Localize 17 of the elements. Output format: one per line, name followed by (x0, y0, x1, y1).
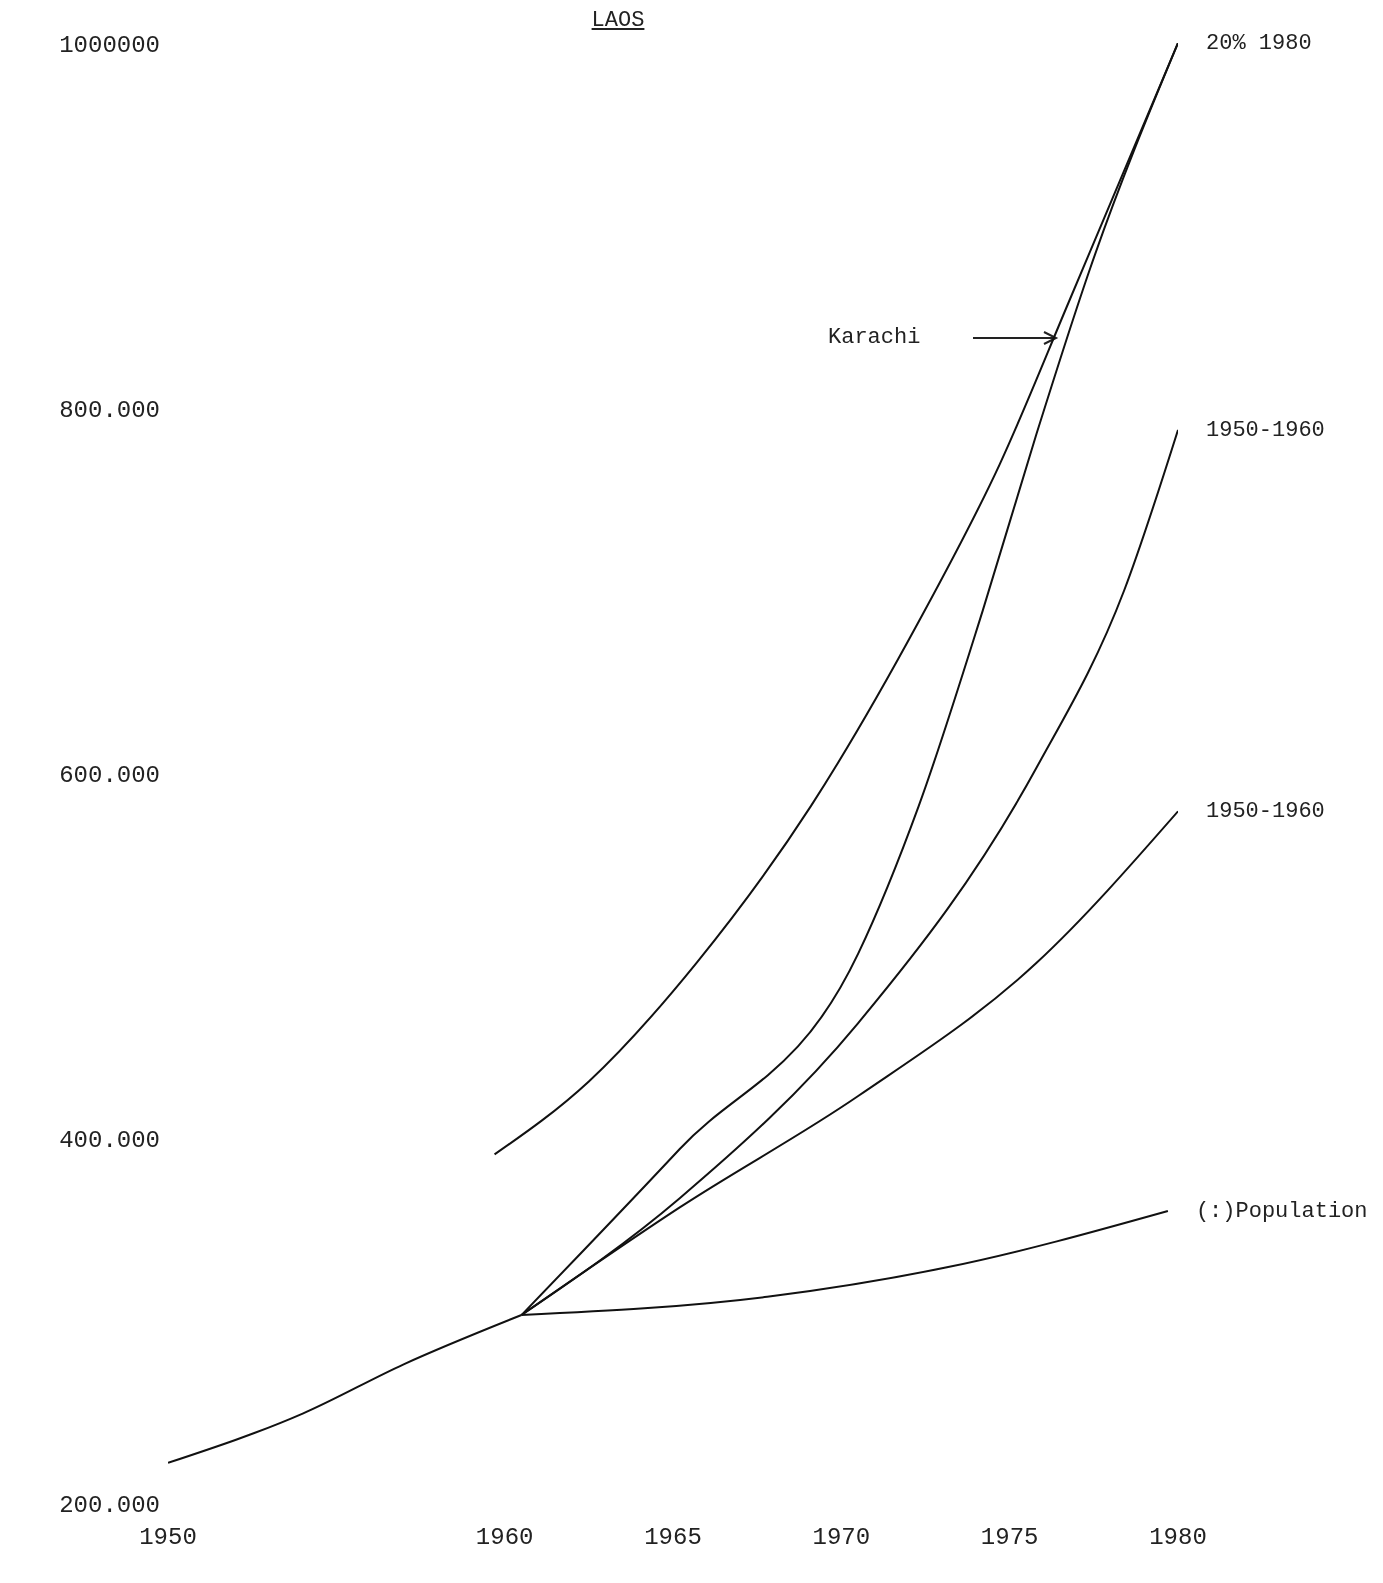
series-label: 20% 1980 (1206, 31, 1312, 56)
chart-title: LAOS (590, 8, 646, 33)
x-tick-label: 1975 (980, 1524, 1039, 1552)
y-tick-label: 400.000 (59, 1126, 160, 1154)
x-tick-label: 1960 (475, 1524, 534, 1552)
x-tick-label: 1965 (644, 1524, 702, 1552)
x-tick-label: 1980 (1149, 1524, 1207, 1552)
series-label: 1950-1960 (1206, 799, 1325, 825)
x-tick-label: 1970 (812, 1524, 871, 1552)
y-tick-label: 600.000 (59, 761, 160, 789)
y-tick-label: 800.000 (59, 396, 160, 424)
y-tick-label: 1000000 (59, 31, 160, 59)
series-label: 1950-1960 (1206, 417, 1325, 443)
series-label: (:)Population (1195, 1199, 1368, 1224)
x-tick-label: 1950 (139, 1524, 197, 1552)
y-tick-label: 200.000 (59, 1491, 160, 1519)
annotation: Karachi (828, 325, 921, 350)
